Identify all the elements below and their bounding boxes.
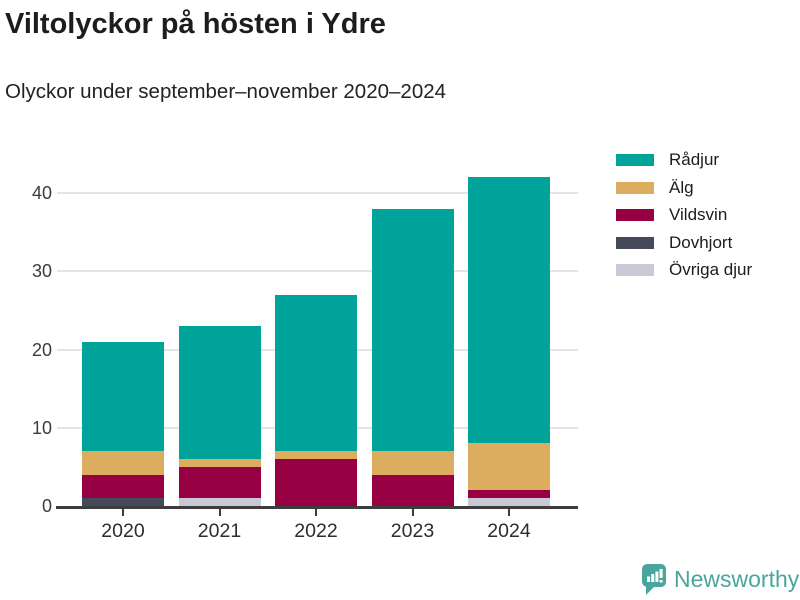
bar-2023 bbox=[371, 208, 454, 506]
legend-swatch-Dovhjort bbox=[616, 236, 654, 249]
x-tick-label-2021: 2021 bbox=[197, 520, 242, 542]
x-tick-2023 bbox=[411, 509, 414, 516]
bar-segment-Rådjur-2024 bbox=[468, 177, 550, 444]
legend-item-Övriga djur: Övriga djur bbox=[616, 260, 752, 279]
y-tick-label-30: 30 bbox=[31, 261, 52, 282]
bar-segment-Vildsvin-2021 bbox=[178, 466, 261, 499]
bar-segment-Älg-2021 bbox=[178, 459, 261, 467]
x-tick-2020 bbox=[122, 509, 124, 516]
legend-label-Rådjur: Rådjur bbox=[669, 150, 720, 169]
y-tick-label-10: 10 bbox=[31, 417, 52, 438]
x-tick-label-2023: 2023 bbox=[390, 520, 435, 542]
bar-segment-Rådjur-2021 bbox=[178, 326, 261, 460]
bar-segment-Vildsvin-2024 bbox=[468, 490, 550, 499]
bar-segment-Vildsvin-2020 bbox=[82, 474, 164, 499]
bar-segment-Dovhjort-2020 bbox=[82, 498, 164, 506]
legend-item-Rådjur: Rådjur bbox=[616, 150, 719, 169]
legend-swatch-Älg bbox=[616, 181, 654, 194]
legend-label-Dovhjort: Dovhjort bbox=[669, 232, 733, 252]
y-tick-label-0: 0 bbox=[41, 496, 52, 516]
x-tick-label-2024: 2024 bbox=[487, 520, 531, 542]
x-tick-2024 bbox=[508, 509, 510, 516]
bar-segment-Övriga djur-2024 bbox=[468, 498, 550, 506]
legend-swatch-Rådjur bbox=[616, 154, 654, 166]
legend-item-Älg: Älg bbox=[616, 178, 694, 197]
gridline-40 bbox=[57, 192, 578, 194]
legend-label-Övriga djur: Övriga djur bbox=[669, 260, 753, 279]
legend-swatch-Övriga djur bbox=[616, 264, 654, 276]
bar-segment-Rådjur-2022 bbox=[275, 294, 357, 452]
legend-label-Älg: Älg bbox=[669, 177, 694, 197]
chart-subtitle: Olyckor under september–november 2020–20… bbox=[5, 80, 447, 103]
x-tick-2022 bbox=[315, 509, 317, 516]
bar-2022 bbox=[275, 294, 357, 506]
x-tick-label-2020: 2020 bbox=[101, 520, 145, 542]
bar-2024 bbox=[468, 177, 550, 506]
brand-name: Newsworthy bbox=[674, 566, 800, 592]
legend-label-Vildsvin: Vildsvin bbox=[669, 205, 728, 224]
bar-segment-Älg-2022 bbox=[275, 451, 357, 460]
bar-segment-Rådjur-2023 bbox=[371, 208, 454, 452]
bar-segment-Vildsvin-2022 bbox=[275, 459, 357, 506]
chart-title: Viltolyckor på hösten i Ydre bbox=[5, 8, 386, 40]
newsworthy-logo-icon bbox=[642, 564, 666, 595]
bar-segment-Vildsvin-2023 bbox=[371, 474, 454, 506]
y-tick-label-40: 40 bbox=[31, 183, 52, 203]
brand-footer: Newsworthy bbox=[642, 564, 799, 595]
legend-item-Vildsvin: Vildsvin bbox=[616, 205, 727, 224]
bar-2020 bbox=[82, 341, 164, 506]
bar-segment-Älg-2024 bbox=[468, 443, 550, 491]
bar-segment-Älg-2023 bbox=[371, 451, 454, 475]
x-tick-label-2022: 2022 bbox=[294, 520, 338, 542]
x-tick-2021 bbox=[218, 509, 221, 516]
x-axis-line bbox=[56, 506, 578, 509]
y-tick-label-20: 20 bbox=[31, 339, 52, 360]
legend-item-Dovhjort: Dovhjort bbox=[616, 233, 732, 252]
bar-segment-Rådjur-2020 bbox=[82, 341, 164, 452]
gridline-30 bbox=[57, 270, 578, 273]
legend-swatch-Vildsvin bbox=[616, 209, 654, 221]
bar-segment-Övriga djur-2021 bbox=[178, 498, 261, 506]
bar-segment-Älg-2020 bbox=[82, 451, 164, 475]
bar-2021 bbox=[178, 326, 261, 506]
